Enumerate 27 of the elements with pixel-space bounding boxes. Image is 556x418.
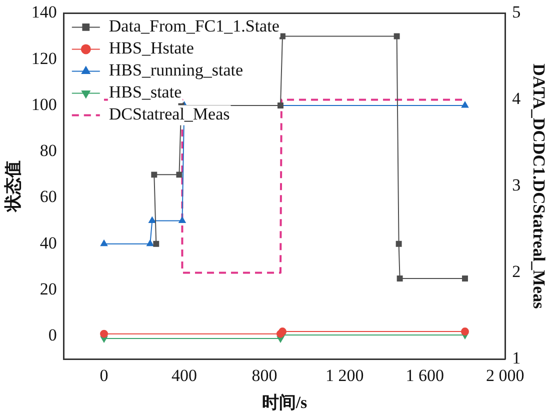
x-tick-label: 1 200 [326, 366, 364, 385]
x-tick-label: 800 [252, 366, 278, 385]
legend-label: HBS_state [108, 82, 182, 102]
y-tick-label: 40 [40, 233, 57, 252]
y-tick-label: 80 [40, 141, 57, 160]
x-axis-title: 时间/s [262, 393, 308, 412]
legend-label: HBS_running_state [108, 60, 244, 80]
y-tick-label: 0 [48, 326, 57, 345]
y2-tick-label: 2 [512, 262, 521, 282]
x-tick-label: 400 [171, 366, 197, 385]
x-tick-label: 1 600 [406, 366, 444, 385]
legend-label: DCStatreal_Meas [108, 104, 230, 124]
legend-label: Data_From_FC1_1.State [108, 16, 280, 36]
x-tick-label: 2 000 [486, 366, 524, 385]
x-tick-label: 0 [100, 366, 108, 385]
y2-tick-label: 3 [512, 176, 521, 195]
y-tick-label: 120 [31, 48, 57, 68]
y2-axis-title: DATA_DCDC1.DCStatreal_Meas [529, 64, 548, 310]
y-tick-label: 140 [31, 2, 57, 22]
y2-tick-label: 4 [512, 89, 522, 108]
legend-label: HBS_Hstate [108, 38, 194, 58]
y2-tick-label: 5 [512, 2, 521, 22]
y-tick-label: 20 [40, 279, 57, 298]
y2-tick-label: 1 [512, 348, 521, 368]
y-tick-label: 60 [40, 187, 57, 206]
y-tick-label: 100 [31, 94, 57, 114]
y-axis-title: 状态值 [4, 160, 23, 213]
